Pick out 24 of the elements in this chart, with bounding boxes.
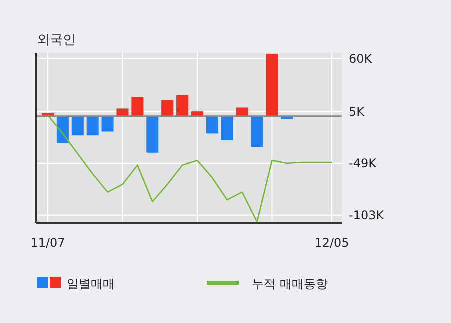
- y-tick-label: 60K: [349, 52, 374, 66]
- chart-title: 외국인: [37, 33, 76, 48]
- bar: [56, 116, 69, 144]
- bar: [221, 116, 234, 140]
- bar: [206, 116, 218, 134]
- bar: [251, 116, 264, 148]
- bar: [132, 97, 144, 116]
- legend-label: 누적 매매동향: [252, 277, 328, 291]
- y-tick-label: 5K: [349, 104, 366, 119]
- y-tick-label: -49K: [349, 156, 378, 171]
- bar: [72, 116, 84, 136]
- bar: [102, 116, 114, 132]
- bar: [86, 116, 99, 136]
- bar: [116, 108, 129, 116]
- legend-label: 일별매매: [67, 277, 115, 291]
- line-series: [47, 114, 333, 223]
- bar: [162, 100, 174, 116]
- bar: [236, 108, 248, 116]
- bar: [176, 95, 189, 116]
- bar: [146, 116, 159, 153]
- bar: [266, 54, 278, 116]
- x-tick-label: 12/05: [314, 236, 350, 250]
- y-tick-label: -103K: [349, 208, 386, 223]
- x-tick-label: 11/07: [30, 236, 66, 250]
